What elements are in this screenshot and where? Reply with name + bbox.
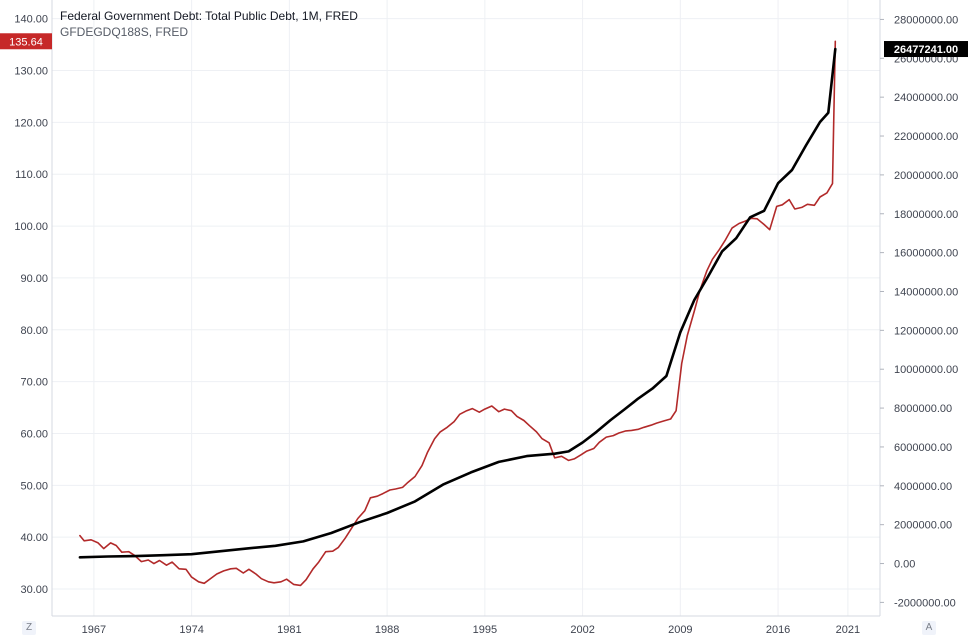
x-axis-tick-label: 1967 — [82, 624, 106, 636]
right-axis-tick-label: 20000000.00 — [894, 170, 958, 182]
left-axis-tick-label: 130.00 — [14, 66, 48, 78]
last-value-badges: 135.64 26477241.00 — [0, 33, 968, 58]
auto-scale-button[interactable]: A — [922, 621, 936, 635]
right-axis-tick-label: 28000000.00 — [894, 14, 958, 26]
x-axis-tick-label: 1974 — [179, 624, 203, 636]
right-axis-tick-label: 16000000.00 — [894, 248, 958, 260]
x-axis-tick-label: 2016 — [766, 624, 790, 636]
left-axis-tick-label: 110.00 — [15, 169, 48, 181]
left-axis: 30.00 40.00 50.00 60.00 70.00 80.00 90.00 100.0… — [14, 0, 53, 616]
right-axis-tick-label: 14000000.00 — [894, 286, 958, 298]
left-last-value-label: 135.64 — [9, 36, 43, 48]
left-axis-tick-label: 140.00 — [14, 14, 48, 26]
series-line-total-debt — [78, 47, 837, 559]
left-last-value-badge — [0, 33, 52, 50]
left-axis-tick-label: 40.00 — [20, 532, 48, 544]
left-axis-tick-label: 80.00 — [20, 325, 48, 337]
left-axis-tick-label: 120.00 — [14, 117, 48, 129]
right-axis-tick-label: 18000000.00 — [894, 209, 958, 221]
right-last-value-badge — [884, 41, 968, 58]
chart-legend: Federal Government Debt: Total Public De… — [60, 8, 358, 40]
right-axis-tick-label: 4000000.00 — [894, 481, 952, 493]
left-axis-tick-label: 50.00 — [20, 480, 48, 492]
right-axis-tick-label: 0.00 — [894, 559, 915, 571]
legend-title: Federal Government Debt: Total Public De… — [60, 9, 358, 23]
left-axis-tick-label: 70.00 — [20, 377, 48, 389]
left-axis-tick-label: 90.00 — [20, 273, 48, 285]
x-axis-tick-label: 2002 — [570, 624, 594, 636]
right-axis-tick-label: 12000000.00 — [894, 325, 958, 337]
right-axis-tick-label: 6000000.00 — [894, 442, 952, 454]
series-line-gdp-ratio — [79, 40, 837, 587]
right-axis-tick-label: 22000000.00 — [894, 131, 958, 143]
x-axis-tick-label: 2009 — [668, 624, 692, 636]
right-last-value-label: 26477241.00 — [894, 44, 958, 56]
legend-subtitle: GFDEGDQ188S, FRED — [60, 25, 189, 39]
right-axis-tick-label: 2000000.00 — [894, 520, 952, 532]
series-layer — [78, 40, 837, 587]
right-axis-tick-label: 10000000.00 — [894, 364, 958, 376]
x-axis: 1967 1974 1981 1988 1995 2002 2009 2016 2021 — [52, 615, 880, 636]
right-axis: -2000000.00 0.00 2000000.00 4000000.00 60000… — [879, 0, 958, 616]
x-axis-tick-label: 1995 — [473, 624, 497, 636]
x-axis-tick-label: 1981 — [277, 624, 301, 636]
right-axis-tick-label: 24000000.00 — [894, 92, 958, 104]
scale-toggle-left-button[interactable]: Z — [22, 621, 36, 635]
x-axis-tick-label: 2021 — [836, 624, 860, 636]
left-axis-tick-label: 60.00 — [20, 428, 48, 440]
left-axis-tick-label: 30.00 — [20, 584, 48, 596]
left-axis-tick-label: 100.00 — [14, 221, 48, 233]
grid-lines — [52, 0, 880, 616]
right-axis-tick-label: 8000000.00 — [894, 403, 952, 415]
x-axis-tick-label: 1988 — [375, 624, 399, 636]
right-axis-tick-label: -2000000.00 — [894, 597, 956, 609]
